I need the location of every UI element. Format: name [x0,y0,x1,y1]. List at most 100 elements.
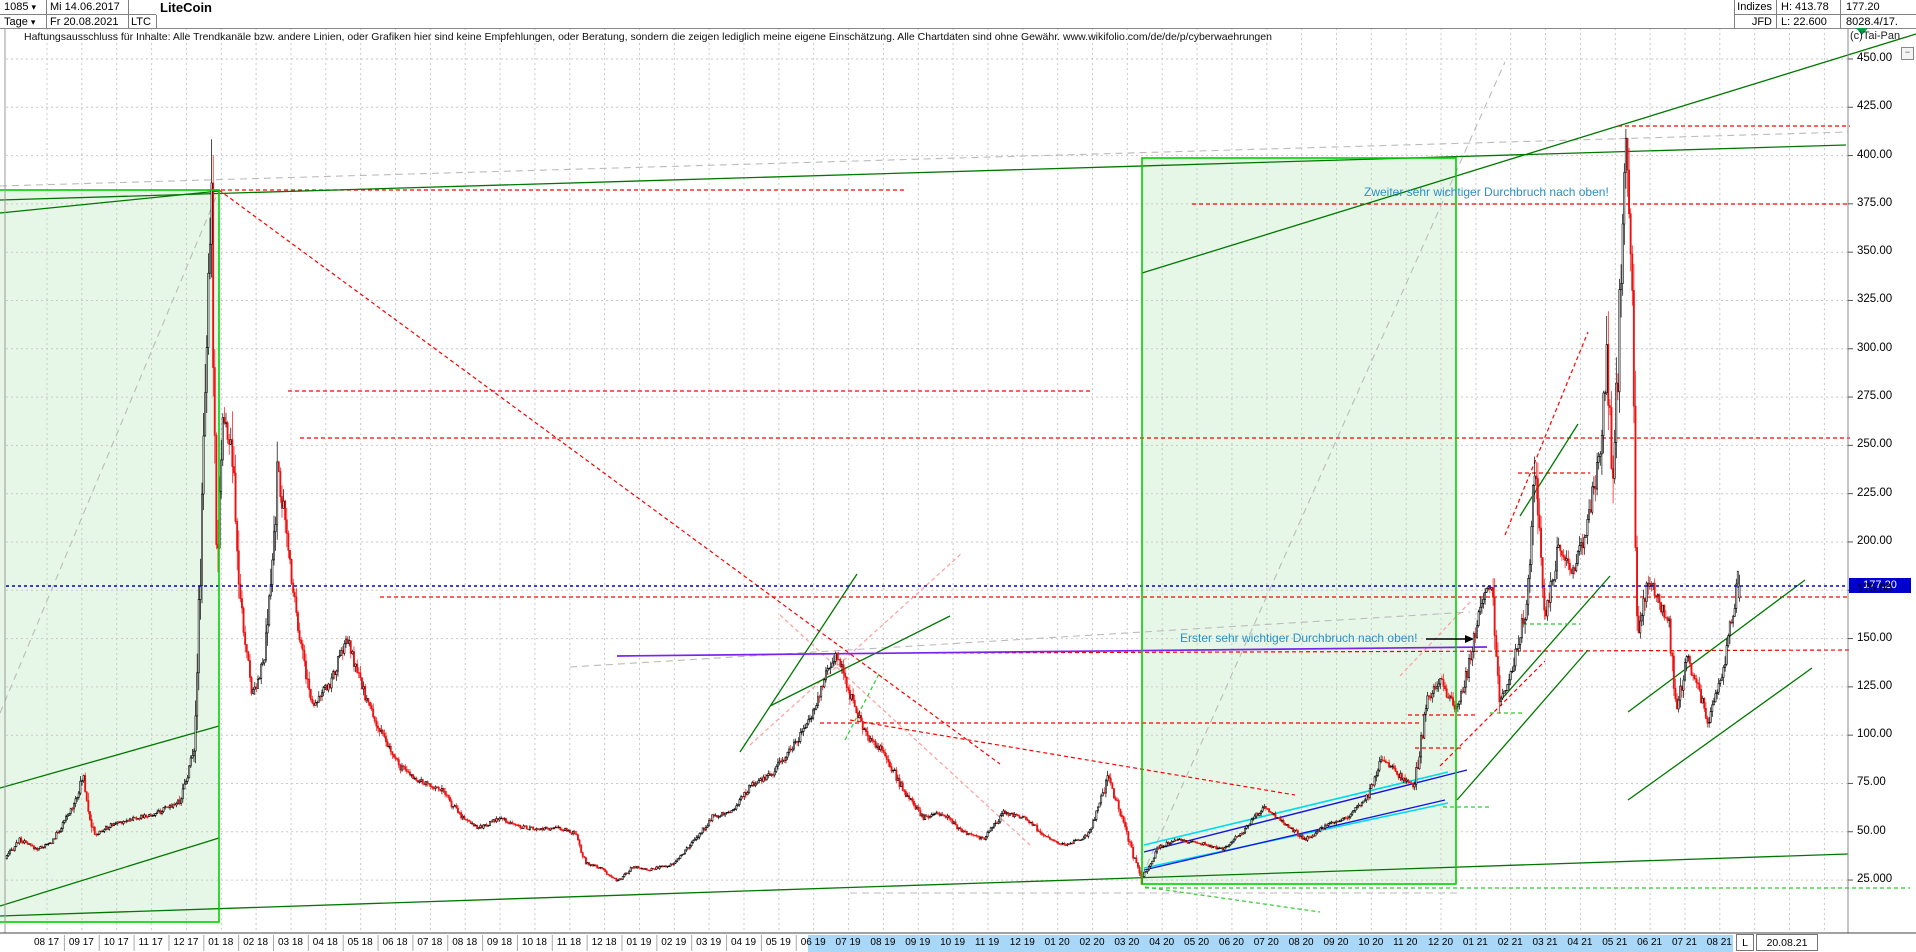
bars-count-dropdown[interactable]: 1085 ▾ [4,0,44,14]
trendline-green [1627,579,1806,713]
month-tick-label: 05 20 [1184,937,1210,948]
month-tick-label: 10 20 [1358,937,1384,948]
grid-lines [6,28,1848,930]
candles-down-bodies [12,137,1733,882]
trendline-red-dash [934,649,1851,654]
month-tick-label: 09 17 [68,937,94,948]
month-tick-label: 06 21 [1637,937,1663,948]
trendline-green-dash [844,671,881,741]
trendline-green-dash [1144,886,1321,913]
month-tick-label: 02 19 [661,937,687,948]
month-tick-label: 06 19 [800,937,826,948]
price-tick-label: 250.00 [1857,438,1893,451]
month-tick-label: 06 20 [1218,937,1244,948]
chevron-down-icon: ▾ [30,17,36,27]
broker-label: JFD [1751,16,1772,28]
date-range-highlight [808,935,1733,952]
month-tick-label: 08 19 [870,937,896,948]
month-tick-label: 05 19 [765,937,791,948]
month-tick-label: 03 20 [1114,937,1140,948]
price-tick-label: 125.00 [1857,679,1893,692]
right-green-box-fill [1142,158,1456,884]
trendline-green [0,725,220,789]
bottom-date-cell: 20.08.21 [1756,934,1818,951]
trendline-green [1141,33,1916,274]
bottom-l-cell: L [1736,934,1754,951]
month-tick-label: 09 20 [1323,937,1349,948]
month-tick-label: 08 21 [1706,937,1732,948]
month-tick-label: 10 17 [103,937,129,948]
price-tick-label: 325.00 [1857,293,1893,306]
trendline-blue [1143,799,1446,871]
candles-down-wicks [12,147,1732,885]
trendline-green [769,615,951,707]
symbol-label: LTC [131,16,151,28]
price-tick-label: 375.00 [1857,196,1893,209]
month-tick-label: 01 20 [1044,937,1070,948]
trendline-green [0,837,220,907]
price-tick-label: 75.00 [1857,776,1886,789]
month-tick-label: 02 18 [243,937,269,948]
month-tick-label: 03 18 [277,937,303,948]
annotation-first-breakout: Erster sehr wichtiger Durchbruch nach ob… [1180,631,1418,645]
month-tick-label: 01 19 [626,937,652,948]
price-tick-label: 400.00 [1857,148,1893,161]
current-price-badge: 177.20 [1849,578,1911,593]
plot-top-border [0,28,1916,29]
last-price-label: 177.20 [1846,1,1880,13]
month-tick-label: 09 19 [905,937,931,948]
trendline-cyan [1143,802,1449,869]
trendline-grey-dash [0,131,1849,187]
candles-up-wicks [6,128,1740,882]
trendline-green [739,573,858,753]
month-tick-label: 04 21 [1567,937,1593,948]
price-tick-label: 25.000 [1857,873,1893,886]
chevron-down-icon: ▾ [31,2,37,12]
header-divider [156,15,157,28]
sort-marker-icon [1856,28,1868,35]
right-green-box-border [1141,157,1457,885]
price-tick-label: 425.00 [1857,100,1893,113]
price-tick-label: 275.00 [1857,390,1893,403]
month-tick-label: 03 21 [1532,937,1558,948]
month-tick-label: 02 20 [1079,937,1105,948]
month-tick-label: 12 19 [1009,937,1035,948]
month-tick-label: 10 19 [940,937,966,948]
month-tick-label: 04 18 [312,937,338,948]
trendline-red-dash [1439,660,1546,767]
price-tick-label: 225.00 [1857,486,1893,499]
trendline-purple [616,646,1488,657]
price-tick-label: 175.00 [1857,583,1893,596]
month-tick-label: 11 17 [138,937,163,948]
trendline-green [1627,667,1813,801]
price-tick-label: 300.00 [1857,341,1893,354]
period-dropdown[interactable]: Tage ▾ [4,15,44,29]
price-tick-label: 350.00 [1857,245,1893,258]
trendline-green [1456,649,1589,801]
date-to-label: Fr 20.08.2021 [50,16,119,28]
month-tick-label: 09 18 [487,937,513,948]
trendline-pink-dash [1399,599,1473,677]
trendline-grey-dash [1141,61,1506,877]
trendline-red-dash [849,719,1296,796]
month-tick-label: 02 21 [1497,937,1523,948]
copyright-label: (c)Tai-Pan [1850,30,1901,42]
trendline-red-dash [218,189,1001,765]
annotation-arrow-head [1465,635,1474,643]
candles-up-bodies [5,137,1741,882]
trendline-grey-dash [0,189,220,714]
month-tick-label: 07 20 [1253,937,1279,948]
month-tick-label: 11 18 [556,937,582,948]
header-divider [0,14,156,15]
trendline-green [1519,423,1579,517]
month-tick-label: 07 21 [1671,937,1697,948]
disclaimer-text: Haftungsausschluss für Inhalte: Alle Tre… [24,31,1272,43]
points-label: 8028.4/17. [1846,16,1898,28]
trendline-green [0,190,220,214]
month-tick-label: 05 18 [347,937,373,948]
trendline-pink-dash [779,614,1031,846]
month-tick-label: 01 18 [208,937,234,948]
bars-count-value: 1085 [4,1,29,13]
minimize-icon[interactable]: − [1901,47,1914,60]
